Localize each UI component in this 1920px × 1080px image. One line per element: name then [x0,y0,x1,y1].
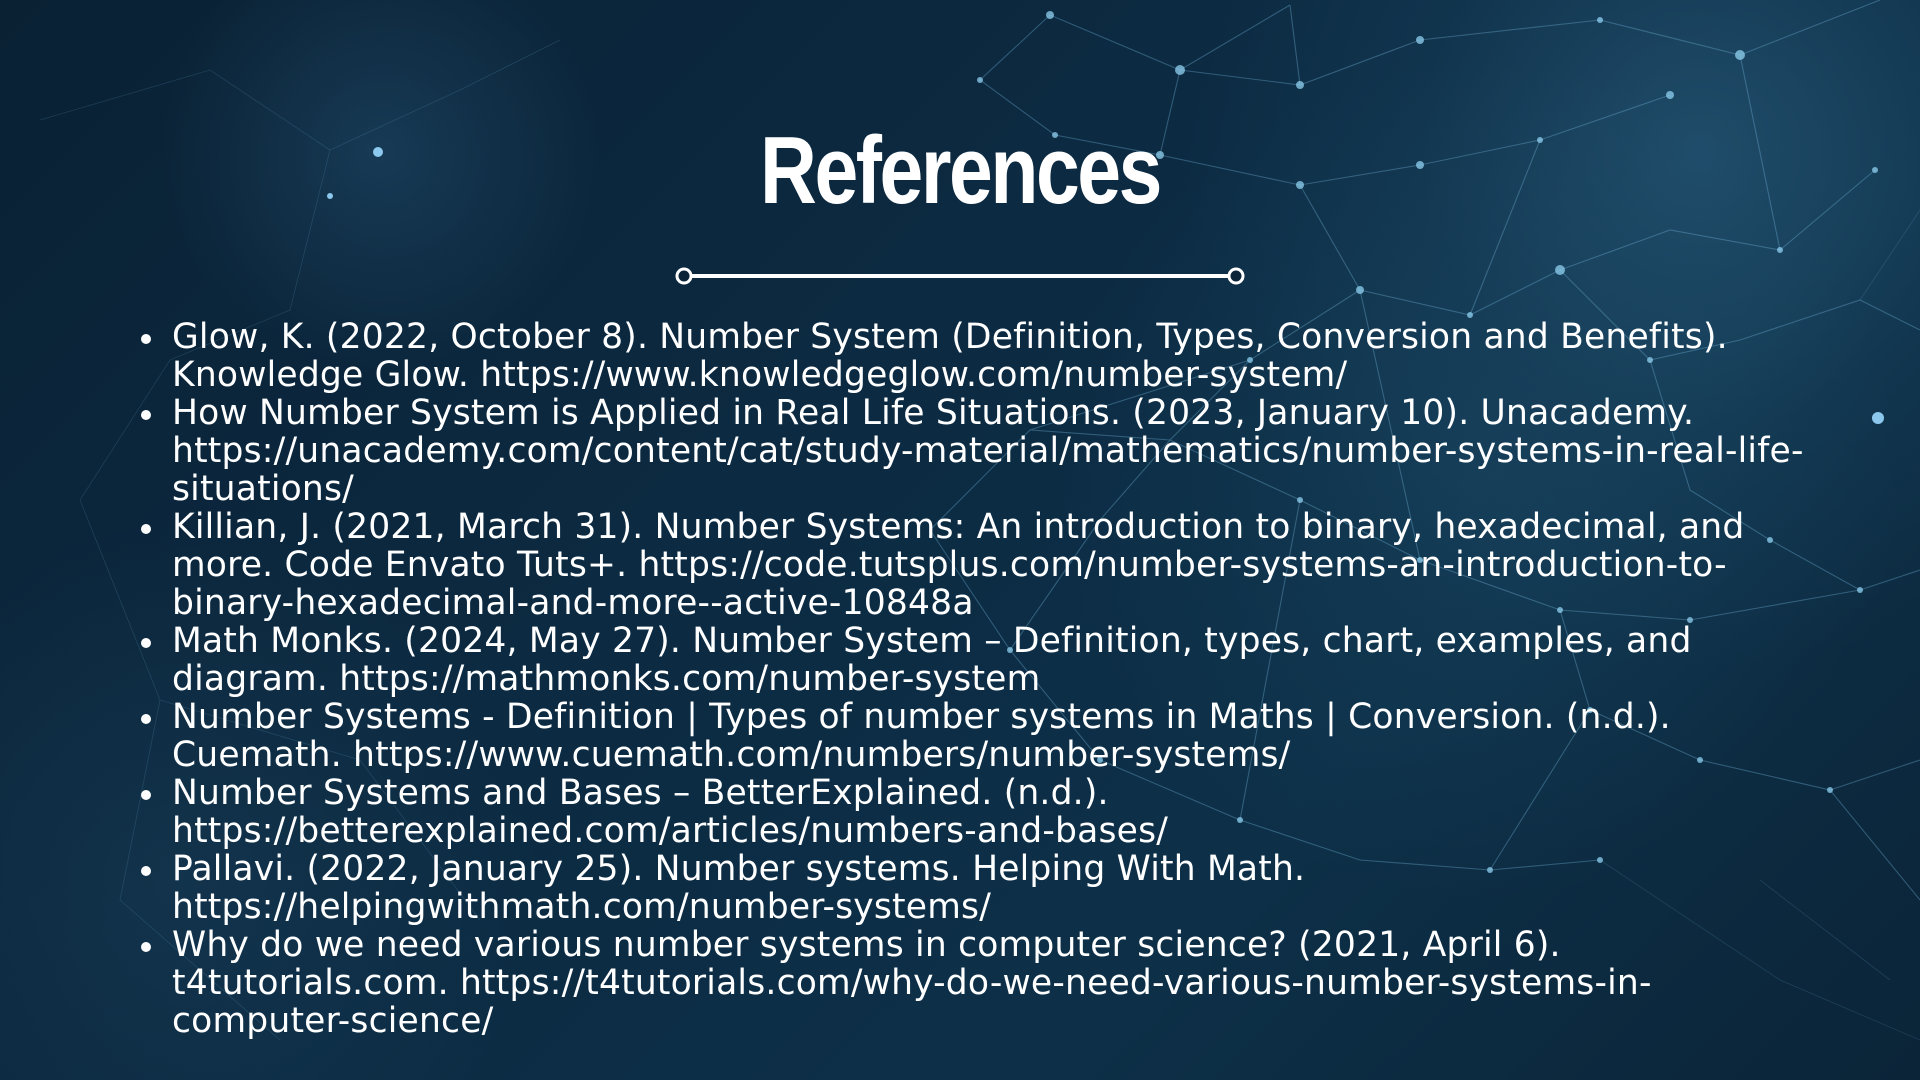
bullet-icon [141,942,151,952]
reference-list: Glow, K. (2022, October 8). Number Syste… [141,317,1812,1041]
title-divider [675,267,1245,285]
reference-text: Killian, J. (2021, March 31). Number Sys… [172,507,1745,623]
reference-item: Glow, K. (2022, October 8). Number Syste… [141,317,1812,395]
reference-item: Why do we need various number systems in… [141,925,1812,1041]
bullet-icon [141,334,151,344]
reference-item: Pallavi. (2022, January 25). Number syst… [141,849,1812,927]
bullet-icon [141,714,151,724]
reference-item: Number Systems and Bases – BetterExplain… [141,773,1812,851]
reference-text: Number Systems and Bases – BetterExplain… [172,773,1169,851]
reference-item: Killian, J. (2021, March 31). Number Sys… [141,507,1812,623]
bullet-icon [141,790,151,800]
reference-item: How Number System is Applied in Real Lif… [141,393,1812,509]
bullet-icon [141,524,151,534]
reference-text: Math Monks. (2024, May 27). Number Syste… [172,621,1692,699]
reference-text: Glow, K. (2022, October 8). Number Syste… [172,317,1728,395]
reference-item: Number Systems - Definition | Types of n… [141,697,1812,775]
reference-text: How Number System is Applied in Real Lif… [172,393,1804,509]
page-title: References [760,117,1162,224]
reference-text: Number Systems - Definition | Types of n… [172,697,1671,775]
reference-text: Pallavi. (2022, January 25). Number syst… [172,849,1306,927]
reference-text: Why do we need various number systems in… [172,925,1652,1041]
bullet-icon [141,638,151,648]
bullet-icon [141,410,151,420]
reference-item: Math Monks. (2024, May 27). Number Syste… [141,621,1812,699]
bullet-icon [141,866,151,876]
